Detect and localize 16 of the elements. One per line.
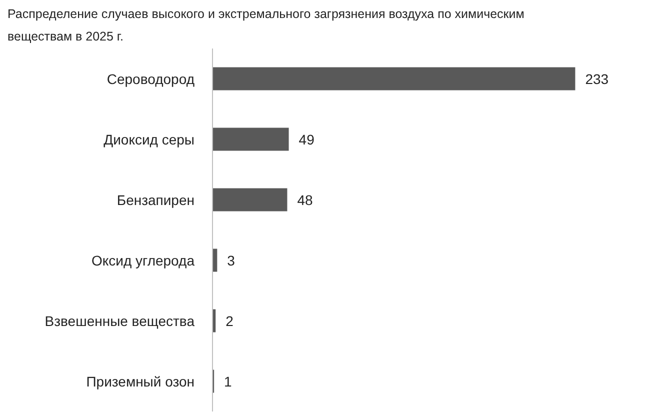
y-tick-label: Оксид углерода — [91, 252, 195, 268]
bar — [212, 188, 288, 212]
y-tick-label: Приземный озон — [86, 373, 195, 390]
bar — [212, 67, 576, 90]
data-label: 233 — [585, 70, 609, 87]
y-tick-label: Бензапирен — [116, 192, 195, 208]
data-label: 49 — [298, 131, 315, 148]
data-label: 1 — [224, 373, 232, 390]
y-tick-label: Взвешенные вещества — [44, 312, 195, 329]
y-tick-label: Диоксид серы — [104, 131, 195, 148]
data-label: 3 — [227, 252, 236, 268]
y-tick-label: Сероводород — [106, 70, 195, 87]
chart-title: Распределение случаев высокого и экстремального загрязнения воздуха по химическим веществам в 2025 г. — [8, 7, 524, 44]
data-label: 48 — [297, 192, 314, 208]
data-label: 2 — [226, 312, 234, 329]
bar — [212, 128, 289, 151]
